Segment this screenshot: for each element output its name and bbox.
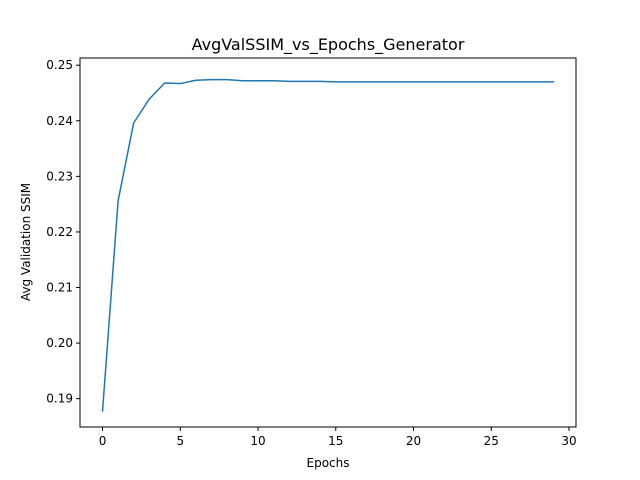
x-tick-label: 15 — [328, 434, 343, 448]
x-axis-label: Epochs — [307, 456, 350, 470]
y-tick-label: 0.19 — [46, 392, 73, 406]
x-tick-label: 25 — [484, 434, 499, 448]
x-tick-label: 20 — [406, 434, 421, 448]
x-tick-label: 0 — [99, 434, 107, 448]
x-axis: 0 5 10 15 20 25 30 — [99, 427, 577, 448]
y-tick-label: 0.24 — [46, 114, 73, 128]
axes-frame — [79, 57, 577, 428]
y-tick-label: 0.21 — [46, 281, 73, 295]
x-tick-label: 5 — [176, 434, 184, 448]
y-axis-label: Avg Validation SSIM — [19, 183, 33, 301]
y-tick-label: 0.25 — [46, 58, 73, 72]
series-line — [101, 78, 555, 412]
y-axis: 0.19 0.20 0.21 0.22 0.23 0.24 0.25 — [46, 58, 80, 406]
x-tick-label: 30 — [561, 434, 576, 448]
plot-area — [101, 78, 555, 412]
y-tick-label: 0.23 — [46, 169, 73, 183]
x-tick-label: 10 — [250, 434, 265, 448]
y-tick-label: 0.22 — [46, 225, 73, 239]
y-tick-label: 0.20 — [46, 336, 73, 350]
chart-title: AvgValSSIM_vs_Epochs_Generator — [192, 35, 465, 55]
